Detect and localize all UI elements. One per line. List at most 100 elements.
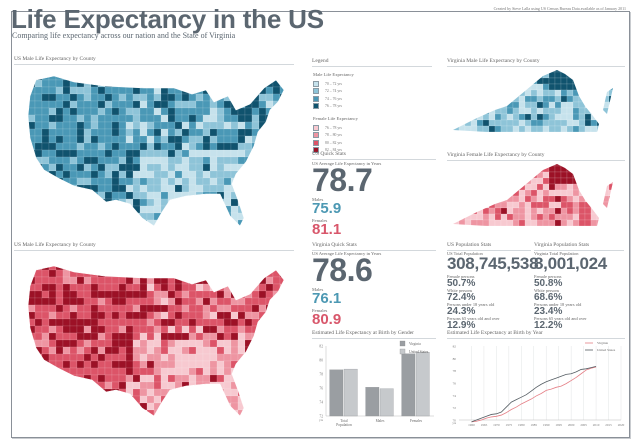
- county: [209, 219, 218, 226]
- county: [63, 227, 70, 234]
- county: [615, 90, 621, 96]
- county: [83, 170, 92, 179]
- county: [453, 201, 454, 209]
- county: [97, 135, 106, 144]
- county: [160, 135, 169, 144]
- county: [223, 374, 232, 383]
- county: [560, 113, 568, 121]
- county: [244, 276, 253, 285]
- county: [28, 360, 36, 369]
- county: [554, 165, 562, 173]
- county: [279, 395, 284, 404]
- county: [223, 304, 232, 313]
- county: [195, 219, 204, 226]
- va-females-label: Females: [312, 308, 328, 313]
- county: [154, 424, 161, 430]
- county: [34, 360, 43, 369]
- county: [28, 339, 29, 348]
- county: [132, 353, 141, 362]
- county: [188, 367, 197, 376]
- county: [251, 360, 260, 369]
- county: [216, 149, 225, 158]
- county: [14, 101, 21, 108]
- county: [167, 332, 176, 341]
- county: [160, 346, 169, 355]
- county: [494, 101, 502, 109]
- county: [453, 113, 460, 121]
- county: [28, 276, 29, 285]
- county: [195, 304, 204, 313]
- county: [202, 177, 211, 186]
- county: [14, 333, 21, 340]
- us-pop-stat-value: 12.9%: [447, 320, 476, 331]
- county: [83, 266, 92, 271]
- county: [181, 170, 190, 179]
- county: [90, 191, 99, 200]
- county: [55, 135, 64, 144]
- county: [139, 353, 148, 362]
- county: [244, 86, 253, 95]
- county: [182, 256, 189, 263]
- county: [188, 283, 197, 292]
- county: [258, 325, 267, 334]
- county: [258, 205, 267, 214]
- county: [126, 66, 133, 73]
- county: [195, 409, 204, 416]
- county: [111, 114, 120, 123]
- county: [265, 381, 274, 390]
- county: [28, 290, 29, 299]
- county: [104, 135, 113, 144]
- county: [554, 201, 562, 209]
- county: [84, 256, 91, 263]
- va-pop-stats: Virginia Total Population 8,001,024 Fema…: [534, 251, 607, 331]
- county: [90, 266, 99, 271]
- county: [125, 219, 134, 226]
- va-male-map-heading: Virginia Male Life Expectancy by County: [447, 58, 625, 67]
- county: [210, 417, 217, 424]
- county: [518, 70, 526, 73]
- county: [542, 70, 550, 73]
- county: [188, 107, 197, 116]
- county: [530, 119, 538, 127]
- county: [202, 409, 211, 416]
- county: [518, 177, 526, 185]
- county: [621, 202, 625, 208]
- county: [560, 183, 568, 191]
- county: [42, 417, 49, 424]
- county: [590, 77, 598, 85]
- county: [181, 142, 190, 151]
- county: [265, 205, 274, 214]
- county: [209, 297, 218, 306]
- county: [14, 382, 21, 389]
- county: [153, 325, 162, 334]
- county: [209, 266, 218, 271]
- county: [104, 142, 113, 151]
- county: [90, 128, 99, 137]
- county: [76, 367, 85, 376]
- county: [251, 184, 260, 193]
- county: [154, 66, 161, 73]
- county: [41, 198, 50, 207]
- county: [34, 93, 43, 102]
- county: [132, 297, 141, 306]
- county: [21, 227, 28, 234]
- county: [76, 409, 85, 416]
- county: [272, 353, 281, 362]
- county: [237, 86, 246, 95]
- county: [41, 205, 50, 214]
- county: [251, 276, 260, 285]
- county: [602, 131, 610, 132]
- county: [188, 212, 197, 221]
- county: [596, 189, 604, 197]
- county: [584, 189, 592, 197]
- county: [615, 214, 621, 220]
- county: [476, 107, 484, 115]
- county: [105, 417, 112, 424]
- county: [14, 389, 21, 396]
- us-males-value: 75.9: [312, 200, 342, 217]
- county: [14, 284, 21, 291]
- county: [224, 234, 231, 236]
- county: [237, 290, 246, 299]
- county: [223, 219, 232, 226]
- county: [251, 353, 260, 362]
